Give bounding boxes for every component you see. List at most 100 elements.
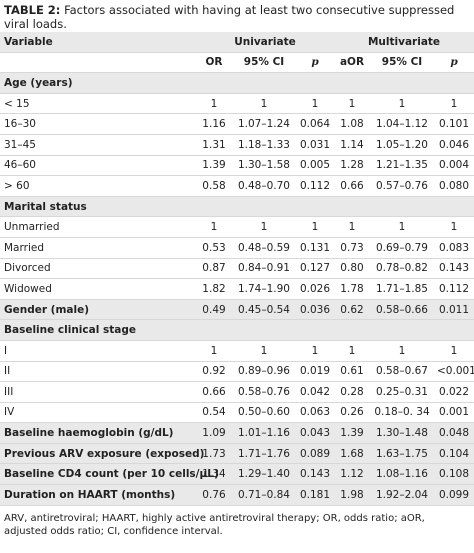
value-cell: 1.29–1.40 (232, 463, 296, 486)
row-label: > 60 (0, 175, 196, 197)
table-row: > 60 0.58 0.48–0.70 0.112 0.66 0.57–0.76 0.080 (0, 175, 474, 197)
value-cell: 0.80 (334, 258, 370, 280)
value-cell: 0.031 (296, 134, 334, 156)
value-cell: 0.101 (434, 113, 474, 135)
value-cell: 0.131 (296, 237, 334, 259)
table-row: Baseline clinical stage (0, 319, 474, 341)
value-cell: 0.099 (434, 484, 474, 506)
value-cell: 0.108 (434, 463, 474, 486)
value-cell: 1.12 (334, 463, 370, 486)
value-cell: 0.69–0.79 (370, 237, 434, 259)
value-cell: 0.022 (434, 381, 474, 403)
value-cell: 0.143 (434, 258, 474, 280)
value-cell: 0.104 (434, 443, 474, 465)
value-cell: 1 (196, 93, 232, 115)
value-cell: 0.45–0.54 (232, 299, 296, 321)
subheader-cell: aOR (334, 52, 370, 74)
value-cell: 1.30–1.58 (232, 155, 296, 177)
table-row: Duration on HAART (months) 0.76 0.71–0.84 0… (0, 484, 474, 506)
value-cell: 0.089 (296, 443, 334, 465)
value-cell: 0.042 (296, 381, 334, 403)
value-cell: 1 (434, 216, 474, 238)
value-cell: 1 (334, 216, 370, 238)
caption-label: TABLE 2: (4, 3, 61, 17)
value-cell: 0.58–0.66 (370, 299, 434, 321)
value-cell: 1 (296, 216, 334, 238)
value-cell: 0.58 (196, 175, 232, 197)
header-cell: Variable (0, 32, 196, 53)
value-cell: 0.181 (296, 484, 334, 506)
value-cell: 1.18–1.33 (232, 134, 296, 156)
value-cell: <0.001 (434, 361, 474, 383)
value-cell: 1.92–2.04 (370, 484, 434, 506)
header-cell (0, 52, 196, 74)
section-title: Age (years) (0, 72, 474, 94)
value-cell: 0.080 (434, 175, 474, 197)
subheader-cell: OR (196, 52, 232, 74)
caption: TABLE 2: Factors associated with having … (0, 0, 474, 32)
subheader-cell: p (296, 52, 334, 74)
value-cell: 0.28 (334, 381, 370, 403)
value-cell: 0.62 (334, 299, 370, 321)
value-cell: 0.18–0. 34 (370, 402, 434, 424)
section-title: Baseline haemoglobin (g/dL) (0, 422, 196, 444)
value-cell: 1.21–1.35 (370, 155, 434, 177)
row-label: Widowed (0, 278, 196, 300)
table-row: III 0.66 0.58–0.76 0.042 0.28 0.25–0.31 0.022 (0, 381, 474, 403)
value-cell: 0.50–0.60 (232, 402, 296, 424)
value-cell: 1.31 (196, 134, 232, 156)
table: Variable Univariate Multivariate OR 95% CI p a… (0, 32, 474, 506)
value-cell: 0.71–0.84 (232, 484, 296, 506)
value-cell: 0.57–0.76 (370, 175, 434, 197)
value-cell: 0.083 (434, 237, 474, 259)
value-cell: 0.53 (196, 237, 232, 259)
value-cell: 1 (334, 93, 370, 115)
row-label: IV (0, 402, 196, 424)
value-cell: 1 (370, 340, 434, 362)
table-row: 46–60 1.39 1.30–1.58 0.005 1.28 1.21–1.35 0.00… (0, 155, 474, 177)
value-cell: 0.48–0.59 (232, 237, 296, 259)
value-cell: 1.16 (196, 113, 232, 135)
value-cell: 1 (434, 93, 474, 115)
value-cell: 1.39 (196, 155, 232, 177)
value-cell: 1.74–1.90 (232, 278, 296, 300)
value-cell: 0.005 (296, 155, 334, 177)
row-label: I (0, 340, 196, 362)
value-cell: 1.71–1.85 (370, 278, 434, 300)
value-cell: 1.82 (196, 278, 232, 300)
value-cell: 0.66 (334, 175, 370, 197)
table-row: Age (years) (0, 72, 474, 94)
value-cell: 1.71–1.76 (232, 443, 296, 465)
table-row: Unmarried 1 1 1 1 1 1 (0, 216, 474, 238)
table-row: OR 95% CI p aOR 95% CI p (0, 52, 474, 74)
value-cell: 0.25–0.31 (370, 381, 434, 403)
value-cell: 1 (334, 340, 370, 362)
row-label: II (0, 361, 196, 383)
value-cell: 0.063 (296, 402, 334, 424)
value-cell: 0.046 (434, 134, 474, 156)
value-cell: 1 (232, 93, 296, 115)
value-cell: 0.78–0.82 (370, 258, 434, 280)
value-cell: 0.036 (296, 299, 334, 321)
value-cell: 0.112 (296, 175, 334, 197)
value-cell: 0.004 (434, 155, 474, 177)
value-cell: 0.73 (334, 237, 370, 259)
table-row: Marital status (0, 196, 474, 218)
value-cell: 1.04–1.12 (370, 113, 434, 135)
value-cell: 0.89–0.96 (232, 361, 296, 383)
value-cell: 1 (370, 216, 434, 238)
value-cell: 1.30–1.48 (370, 422, 434, 444)
value-cell: 1.39 (334, 422, 370, 444)
section-title: Baseline CD4 count (per 10 cells/µL) (0, 463, 219, 486)
row-label: 46–60 (0, 155, 196, 177)
value-cell: 1.78 (334, 278, 370, 300)
value-cell: 0.026 (296, 278, 334, 300)
subheader-cell: p (434, 52, 474, 74)
value-cell: 1 (232, 340, 296, 362)
table-row: Divorced 0.87 0.84–0.91 0.127 0.80 0.78–0.82 0… (0, 258, 474, 280)
value-cell: 1 (434, 340, 474, 362)
table-row: Previous ARV exposure (exposed) 1.73 1.71–… (0, 443, 474, 465)
table-row: Variable Univariate Multivariate (0, 32, 474, 53)
